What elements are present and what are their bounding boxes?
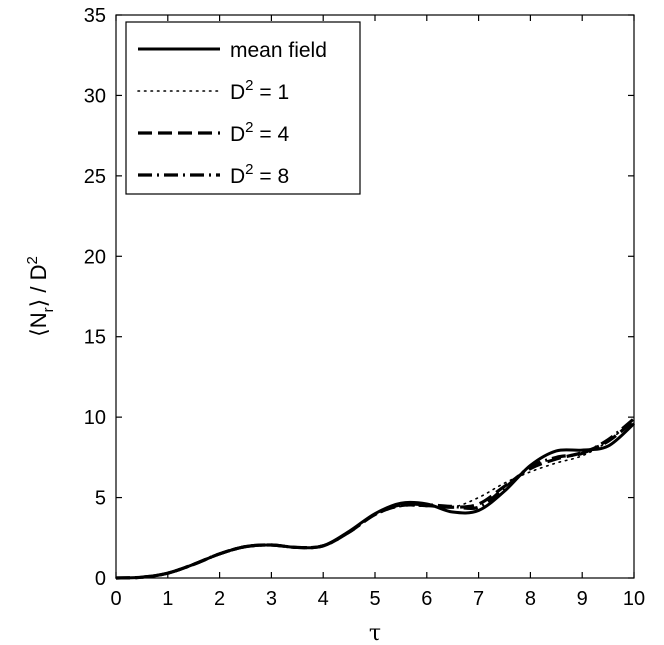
y-tick-label: 30 <box>84 85 106 107</box>
ticks-layer: 0 1 2 3 4 5 6 7 8 9 10 0 5 10 15 20 25 30 35 <box>84 5 645 610</box>
x-axis-label: τ <box>369 621 381 645</box>
y-tick-label: 25 <box>84 166 106 188</box>
legend: mean field D2 = 1 D2 = 4 D2 = 8 <box>125 21 361 195</box>
x-tick-label: 3 <box>266 588 277 610</box>
y-tick-label: 35 <box>84 5 106 27</box>
series-layer <box>115 417 636 580</box>
legend-box <box>125 21 361 195</box>
x-tick-label: 1 <box>162 588 173 610</box>
legend-label-0: mean field <box>230 39 327 62</box>
series-line-0 <box>115 422 636 580</box>
x-tick-label: 10 <box>623 588 645 610</box>
y-tick-label: 15 <box>84 327 106 349</box>
series-line-2 <box>115 419 636 580</box>
x-tick-label: 8 <box>525 588 536 610</box>
y-axis-label: ⟨Nr⟩ / D2 <box>24 256 57 337</box>
y-tick-label: 5 <box>95 488 106 510</box>
x-tick-label: 2 <box>214 588 225 610</box>
legend-label-1: D2 = 1 <box>230 77 289 104</box>
x-tick-label: 0 <box>110 588 121 610</box>
series-line-3 <box>115 417 636 580</box>
y-tick-label: 0 <box>95 568 106 590</box>
y-tick-label: 20 <box>84 246 106 268</box>
x-tick-label: 5 <box>369 588 380 610</box>
series-line-1 <box>115 417 635 579</box>
legend-label-2: D2 = 4 <box>230 119 289 146</box>
legend-label-3: D2 = 8 <box>230 161 289 188</box>
y-tick-label: 10 <box>84 407 106 429</box>
x-tick-label: 6 <box>421 588 432 610</box>
x-tick-label: 4 <box>318 588 329 610</box>
x-tick-label: 7 <box>473 588 484 610</box>
x-tick-label: 9 <box>577 588 588 610</box>
